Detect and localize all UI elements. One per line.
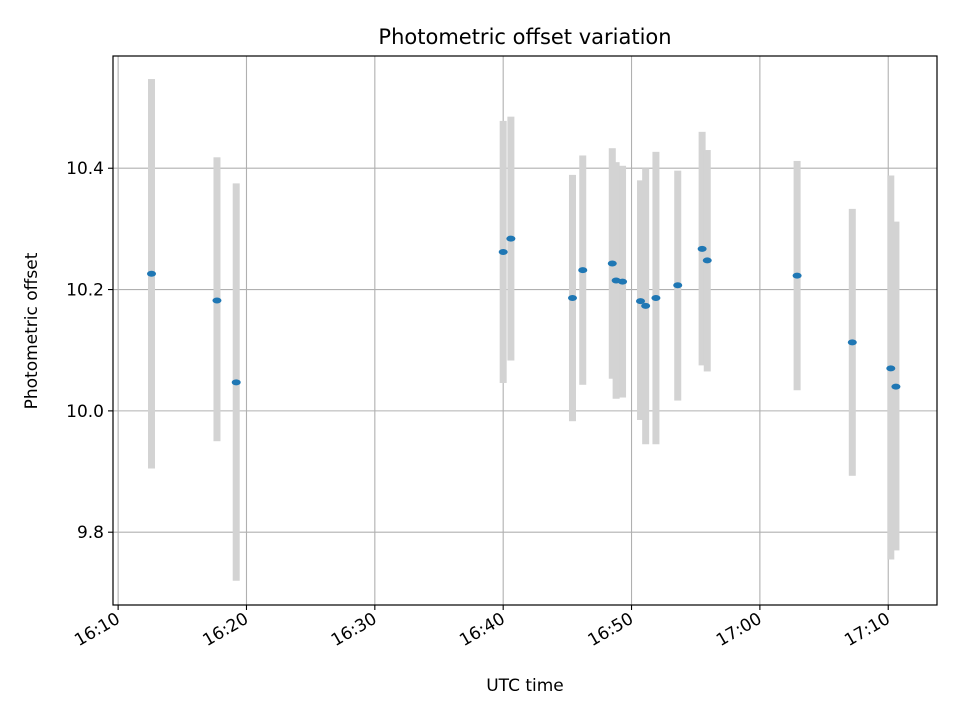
data-point bbox=[641, 302, 651, 309]
data-point bbox=[891, 383, 901, 390]
chart-title: Photometric offset variation bbox=[378, 25, 671, 49]
data-point bbox=[212, 297, 222, 304]
data-point bbox=[567, 295, 577, 302]
plot-area-frame bbox=[112, 55, 938, 606]
data-point bbox=[886, 365, 896, 372]
data-point bbox=[636, 298, 646, 305]
data-point bbox=[147, 270, 157, 277]
data-point bbox=[673, 282, 683, 289]
x-axis-label: UTC time bbox=[486, 676, 564, 696]
data-point bbox=[847, 339, 857, 346]
data-point bbox=[792, 272, 802, 279]
y-tick-label: 10.0 bbox=[66, 402, 104, 422]
data-point bbox=[618, 278, 628, 285]
y-axis-label: Photometric offset bbox=[22, 252, 42, 409]
data-point bbox=[697, 245, 707, 252]
y-tick-label: 10.2 bbox=[66, 281, 104, 301]
y-tick-label: 10.4 bbox=[66, 159, 104, 179]
data-points bbox=[147, 235, 901, 390]
data-point bbox=[578, 267, 588, 274]
data-point bbox=[231, 379, 241, 386]
data-point bbox=[607, 260, 617, 267]
data-point bbox=[506, 235, 516, 242]
data-point bbox=[651, 295, 661, 302]
data-point bbox=[702, 257, 712, 264]
y-tick-label: 9.8 bbox=[77, 523, 104, 543]
data-point bbox=[498, 248, 508, 255]
